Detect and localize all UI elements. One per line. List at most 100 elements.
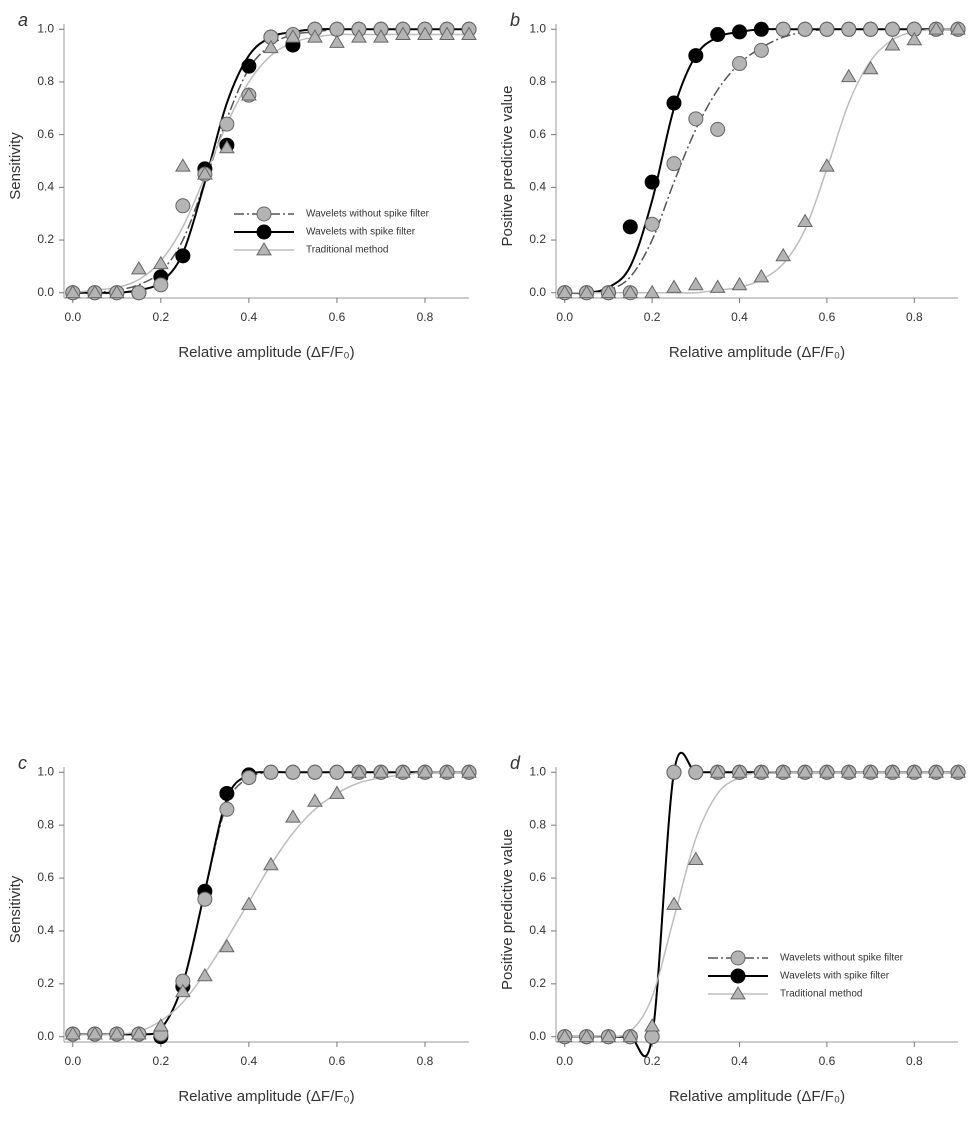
triangle-marker — [108, 1026, 125, 1040]
panel-label: c — [18, 753, 27, 773]
triangle-marker — [556, 1028, 573, 1043]
y-tick-label: 0.8 — [37, 74, 54, 88]
triangle-marker — [906, 764, 923, 778]
fit-curve — [72, 28, 469, 294]
circle-marker — [175, 248, 191, 264]
circle-marker — [819, 21, 835, 37]
triangle-marker — [906, 31, 923, 46]
triangle-marker — [731, 276, 748, 291]
y-axis-label: Sensitivity — [7, 132, 24, 200]
triangle-marker — [130, 1026, 147, 1040]
triangle-marker — [196, 967, 213, 982]
circle-marker — [219, 116, 235, 132]
fit-curve — [564, 751, 958, 1058]
fit-curve — [564, 28, 959, 294]
y-tick-label: 0.6 — [37, 127, 54, 141]
triangle-marker — [439, 764, 455, 778]
x-tick-label: 0.2 — [153, 1054, 170, 1068]
triangle-marker — [329, 34, 345, 48]
y-tick-label: 0.0 — [529, 285, 546, 299]
triangle-marker — [862, 764, 879, 778]
triangle-marker — [797, 764, 813, 778]
triangle-marker — [687, 276, 704, 291]
y-tick-label: 0.8 — [529, 817, 546, 831]
legend-label: Wavelets without spike filter — [780, 953, 904, 964]
circle-marker — [666, 95, 682, 111]
triangle-marker — [753, 764, 770, 778]
circle-marker — [241, 58, 257, 74]
x-tick-label: 0.0 — [556, 310, 573, 324]
triangle-marker — [152, 1018, 169, 1032]
y-axis-label: Positive predictive value — [499, 829, 516, 990]
triangle-marker — [775, 764, 792, 778]
triangle-marker — [753, 268, 770, 283]
legend-label: Traditional method — [780, 989, 862, 1000]
triangle-marker — [461, 764, 477, 778]
x-tick-label: 0.2 — [644, 1054, 661, 1068]
y-axis-label: Sensitivity — [7, 875, 24, 943]
y-tick-label: 0.0 — [37, 1029, 54, 1043]
triangle-marker — [600, 1028, 617, 1043]
circle-marker — [797, 21, 813, 37]
panel: 0.0 0.2 0.4 0.6 0.8 1.0 0.0 0.2 0.4 0.6 0.8 Relativ… — [7, 753, 477, 1105]
triangle-marker — [285, 29, 301, 43]
x-tick-label: 0.8 — [417, 1054, 434, 1068]
triangle-marker — [840, 764, 857, 778]
circle-marker — [775, 21, 791, 37]
y-axis-label: Positive predictive value — [499, 86, 516, 247]
triangle-marker — [64, 284, 81, 299]
y-tick-label: 1.0 — [529, 21, 546, 35]
x-tick-label: 0.8 — [906, 310, 923, 324]
circle-marker — [329, 764, 345, 780]
triangle-marker — [709, 764, 726, 778]
fit-curve — [564, 752, 958, 1057]
triangle-marker — [174, 158, 191, 172]
triangle-marker — [351, 29, 367, 43]
triangle-marker — [461, 26, 477, 40]
y-tick-label: 0.4 — [37, 180, 54, 194]
x-axis-label: Relative amplitude (ΔF/F₀) — [178, 1088, 354, 1105]
triangle-marker — [666, 279, 682, 293]
triangle-marker — [578, 284, 595, 299]
circle-marker — [732, 56, 748, 72]
legend-label: Traditional method — [306, 245, 388, 256]
x-tick-label: 0.4 — [241, 1054, 258, 1068]
triangle-marker — [285, 809, 301, 823]
triangle-marker — [64, 1026, 81, 1040]
circle-marker — [644, 216, 660, 232]
circle-marker — [197, 891, 213, 907]
triangle-marker — [884, 764, 901, 778]
x-tick-label: 0.2 — [644, 310, 661, 324]
y-tick-label: 0.8 — [529, 74, 546, 88]
fit-curve — [564, 771, 958, 1038]
y-tick-label: 0.2 — [37, 232, 54, 246]
circle-marker — [285, 764, 301, 780]
triangle-marker — [219, 139, 235, 154]
circle-marker — [666, 764, 682, 780]
triangle-marker — [263, 856, 279, 871]
legend-label: Wavelets without spike filter — [306, 209, 430, 220]
y-tick-label: 0.2 — [529, 232, 546, 246]
circle-marker — [175, 198, 191, 214]
triangle-marker — [819, 764, 835, 778]
y-tick-label: 0.0 — [529, 1029, 546, 1043]
circle-marker — [329, 21, 345, 37]
triangle-marker — [622, 284, 639, 299]
triangle-marker — [731, 764, 748, 778]
triangle-marker — [578, 1028, 595, 1043]
circle-marker — [753, 42, 769, 58]
fit-curve — [564, 28, 958, 295]
triangle-marker — [862, 60, 879, 75]
y-tick-label: 1.0 — [37, 764, 54, 778]
legend-marker — [256, 242, 272, 256]
panel-label: b — [510, 10, 520, 30]
triangle-marker — [86, 1026, 103, 1040]
triangle-marker — [797, 213, 813, 227]
x-tick-label: 0.6 — [819, 310, 836, 324]
triangle-marker — [373, 764, 389, 778]
triangle-marker — [439, 26, 455, 40]
circle-marker — [263, 764, 279, 780]
circle-marker — [644, 1029, 660, 1045]
triangle-marker — [329, 785, 345, 799]
x-tick-label: 0.2 — [153, 310, 170, 324]
